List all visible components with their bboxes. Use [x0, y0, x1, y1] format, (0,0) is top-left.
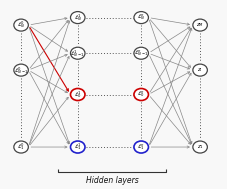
Circle shape [133, 88, 148, 101]
Circle shape [192, 64, 206, 76]
Text: $\mathcal{L}^{0}_{N-1}$: $\mathcal{L}^{0}_{N-1}$ [14, 65, 28, 76]
Circle shape [70, 88, 85, 101]
Text: $\mathcal{L}^{n}_{1}$: $\mathcal{L}^{n}_{1}$ [137, 142, 144, 152]
Text: $\mathcal{L}^{1}_{N}$: $\mathcal{L}^{1}_{N}$ [73, 12, 81, 23]
Text: $z_{i}$: $z_{i}$ [196, 66, 202, 74]
Circle shape [133, 47, 148, 59]
Circle shape [70, 12, 85, 24]
Circle shape [14, 64, 28, 76]
Circle shape [70, 141, 85, 153]
Circle shape [133, 141, 148, 153]
Circle shape [14, 19, 28, 31]
Text: $\mathcal{L}^{n}_{N}$: $\mathcal{L}^{n}_{N}$ [136, 13, 145, 22]
Circle shape [133, 12, 148, 24]
Text: $\mathcal{L}^{0}_{1}$: $\mathcal{L}^{0}_{1}$ [17, 142, 25, 153]
Text: $\mathcal{L}^{1}_{N-1}$: $\mathcal{L}^{1}_{N-1}$ [70, 48, 85, 59]
Text: Hidden layers: Hidden layers [86, 176, 138, 185]
Text: $z_{M}$: $z_{M}$ [195, 21, 203, 29]
Text: $\mathcal{L}^{1}_{0}$: $\mathcal{L}^{1}_{0}$ [74, 89, 81, 100]
Circle shape [14, 141, 28, 153]
Text: $\mathcal{L}^{0}_{N}$: $\mathcal{L}^{0}_{N}$ [17, 20, 25, 30]
Text: $\mathcal{L}^{n}_{N-1}$: $\mathcal{L}^{n}_{N-1}$ [133, 48, 148, 58]
Circle shape [70, 47, 85, 59]
Text: $\mathcal{L}^{n}_{0}$: $\mathcal{L}^{n}_{0}$ [137, 90, 144, 99]
Circle shape [192, 141, 206, 153]
Text: $\mathcal{L}^{1}_{1}$: $\mathcal{L}^{1}_{1}$ [74, 142, 81, 153]
Text: $z_{1}$: $z_{1}$ [196, 143, 203, 151]
Circle shape [192, 19, 206, 31]
